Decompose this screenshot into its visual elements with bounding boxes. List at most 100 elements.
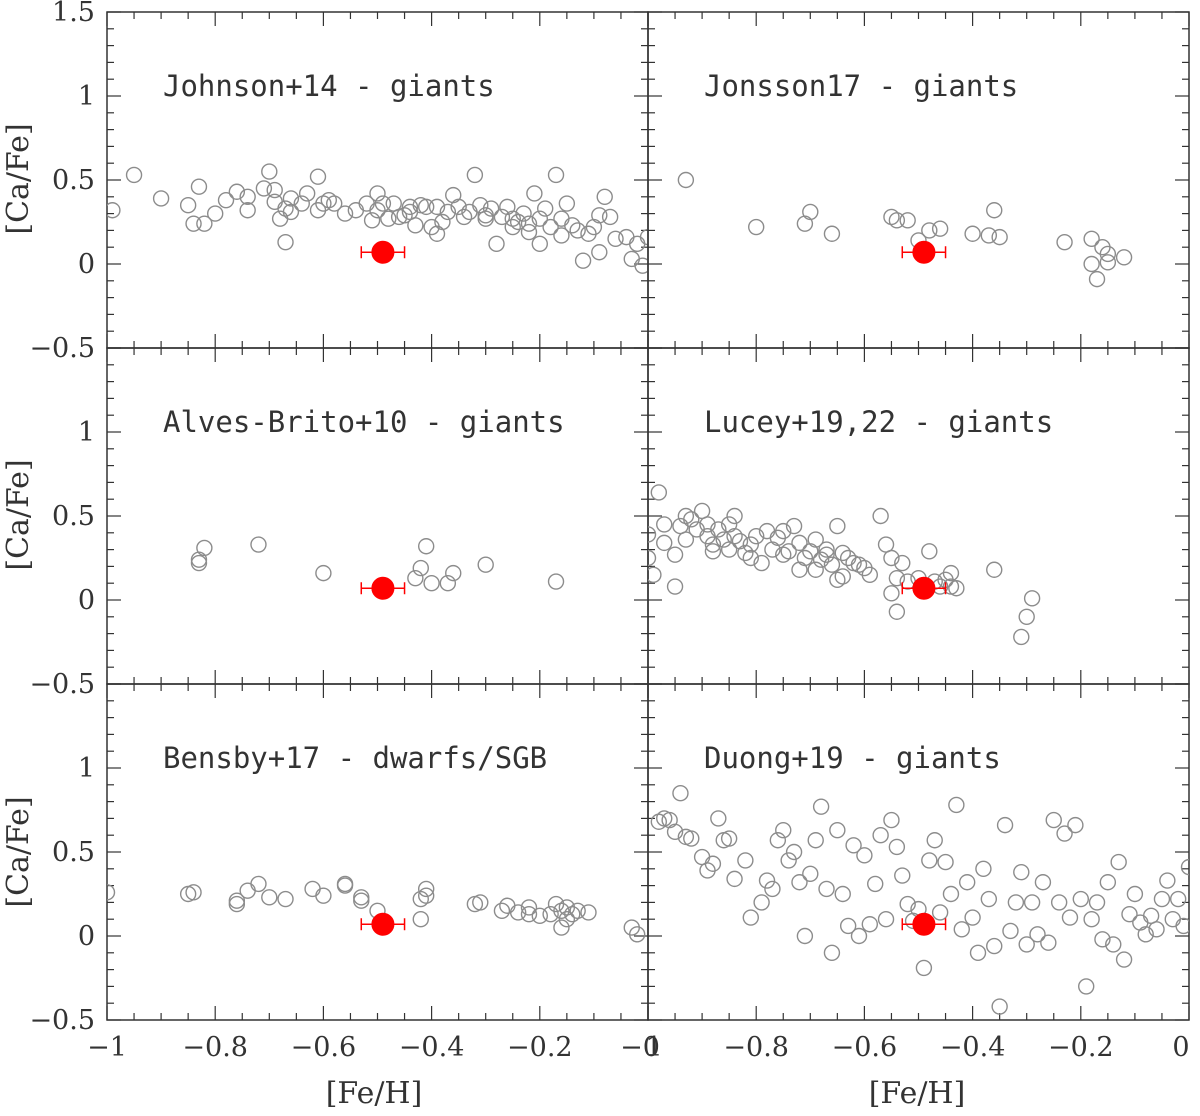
y-tick-label: 1: [78, 753, 95, 784]
data-point: [656, 534, 673, 552]
data-point: [1061, 909, 1079, 926]
data-point: [1099, 254, 1117, 271]
data-point: [107, 884, 116, 901]
data-point: [250, 875, 267, 893]
data-point: [107, 202, 121, 219]
data-point: [1115, 249, 1133, 266]
data-point: [742, 549, 759, 567]
data-point: [926, 832, 943, 849]
data-point: [758, 872, 776, 889]
data-point: [877, 911, 895, 928]
data-point: [823, 944, 841, 961]
panel-points: [677, 171, 1133, 288]
panel-points: [650, 785, 1189, 1015]
data-point: [931, 904, 949, 921]
data-point: [883, 811, 900, 829]
data-point: [823, 556, 841, 573]
data-point: [542, 905, 559, 923]
data-point: [888, 569, 906, 587]
data-point: [661, 811, 678, 829]
y-tick-label: 1: [78, 417, 95, 448]
data-point: [699, 862, 716, 879]
data-point: [818, 546, 835, 563]
panel-4: Lucey+19,22 - giants: [647, 347, 1190, 685]
data-point: [986, 561, 1003, 578]
data-point: [553, 210, 570, 227]
data-point: [899, 895, 916, 913]
data-point: [648, 549, 657, 567]
data-point: [753, 894, 770, 911]
data-point: [726, 870, 743, 888]
data-point: [315, 887, 332, 904]
data-point: [445, 564, 462, 582]
data-point: [407, 569, 424, 587]
data-point: [493, 208, 511, 226]
data-point: [434, 213, 451, 231]
data-point: [683, 830, 700, 847]
data-point: [179, 196, 197, 214]
highlight-point: [912, 240, 936, 264]
data-point: [980, 890, 998, 908]
data-point: [531, 235, 548, 253]
data-point: [1169, 890, 1187, 908]
data-point: [450, 198, 467, 216]
data-point: [807, 561, 824, 578]
data-point: [417, 880, 435, 898]
data-point: [807, 832, 824, 849]
data-point: [861, 916, 879, 933]
axes-labels: [Ca/Fe] [Ca/Fe] [Ca/Fe] [Fe/H] [Fe/H]: [1, 123, 965, 1111]
data-point: [791, 561, 808, 578]
data-point: [261, 163, 278, 180]
data-point: [569, 902, 586, 919]
panel-label: Lucey+19,22 - giants: [704, 405, 1053, 439]
data-point: [628, 926, 646, 943]
data-point: [1126, 885, 1144, 903]
data-point: [607, 230, 624, 248]
data-point: [872, 507, 889, 525]
data-point: [526, 185, 543, 202]
data-point: [439, 203, 457, 221]
data-point: [666, 578, 684, 595]
data-point: [834, 544, 851, 562]
data-point: [1148, 921, 1165, 938]
data-point: [277, 233, 294, 251]
data-point: [704, 536, 722, 553]
data-point: [726, 507, 743, 525]
data-point: [1132, 914, 1149, 931]
data-point: [677, 171, 695, 189]
data-point: [845, 837, 862, 854]
data-point: [537, 200, 554, 217]
data-point: [991, 998, 1008, 1015]
data-point: [672, 785, 689, 802]
data-point: [326, 195, 343, 212]
data-point: [737, 544, 754, 562]
data-point: [991, 228, 1008, 246]
data-point: [650, 813, 668, 830]
data-point: [412, 559, 429, 577]
data-point: [336, 877, 354, 894]
y-tick-label: 0: [78, 585, 95, 616]
data-point: [428, 225, 446, 242]
data-point: [942, 885, 960, 903]
data-point: [1088, 270, 1106, 288]
data-point: [737, 852, 754, 869]
data-point: [986, 937, 1003, 955]
data-point: [520, 215, 538, 232]
data-point: [780, 852, 797, 869]
data-point: [374, 195, 392, 212]
data-point: [964, 225, 981, 242]
data-point: [1088, 894, 1106, 911]
data-point: [969, 944, 987, 961]
data-point: [353, 889, 370, 906]
data-point: [921, 222, 938, 239]
data-point: [1180, 858, 1189, 876]
data-point: [1110, 853, 1127, 871]
data-point: [1099, 874, 1117, 891]
data-point: [1078, 978, 1095, 995]
data-point: [856, 847, 873, 864]
data-point: [888, 603, 906, 620]
data-point: [648, 526, 657, 543]
x-axis-title-left: [Fe/H]: [326, 1076, 423, 1111]
data-point: [931, 220, 949, 237]
data-point: [250, 536, 267, 553]
